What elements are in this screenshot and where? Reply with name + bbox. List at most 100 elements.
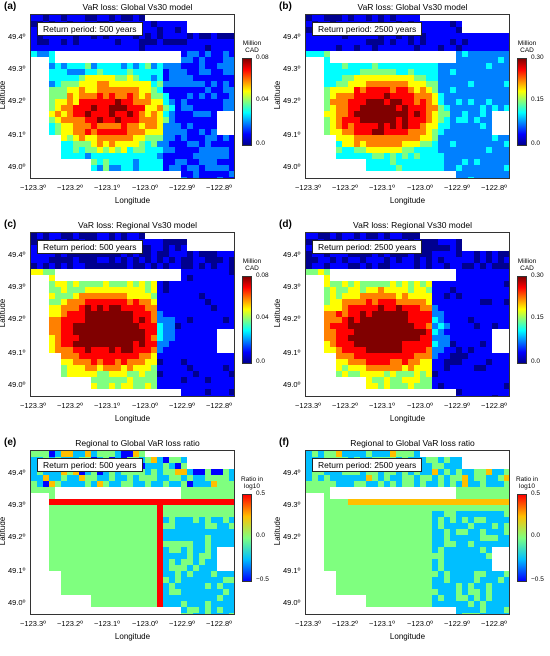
map-cell: [73, 511, 79, 517]
map-cell: [462, 299, 468, 305]
map-cell: [211, 147, 217, 153]
map-cell: [486, 69, 492, 75]
map-cell: [360, 335, 366, 341]
map-cell: [55, 517, 61, 523]
map-cell: [456, 347, 462, 353]
map-cell: [223, 571, 229, 577]
map-cell: [342, 111, 348, 117]
x-tick-label: −123.2º: [332, 401, 358, 410]
map-cell: [223, 153, 229, 159]
map-cell: [139, 535, 145, 541]
map-cell: [181, 275, 187, 281]
map-cell: [354, 359, 360, 365]
map-cell: [61, 529, 67, 535]
map-cell: [175, 293, 181, 299]
map-cell: [85, 45, 91, 51]
map-cell: [342, 559, 348, 565]
map-cell: [73, 251, 79, 257]
map-cell: [408, 323, 414, 329]
map-cell: [324, 335, 330, 341]
map-cell: [306, 257, 312, 263]
y-axis-label: Latitude: [273, 298, 282, 328]
map-cell: [43, 263, 49, 269]
map-cell: [396, 105, 402, 111]
map-cell: [193, 81, 199, 87]
map-cell: [205, 535, 211, 541]
map-cell: [390, 81, 396, 87]
map-cell: [229, 299, 234, 305]
map-cell: [360, 553, 366, 559]
map-cell: [468, 607, 474, 613]
map-cell: [444, 335, 450, 341]
map-cell: [468, 263, 474, 269]
map-cell: [450, 365, 456, 371]
map-cell: [414, 535, 420, 541]
map-cell: [384, 559, 390, 565]
map-cell: [378, 159, 384, 165]
map-cell: [384, 535, 390, 541]
map-cell: [504, 105, 509, 111]
map-cell: [127, 99, 133, 105]
map-cell: [456, 341, 462, 347]
map-cell: [211, 523, 217, 529]
map-cell: [211, 571, 217, 577]
map-cell: [187, 111, 193, 117]
map-cell: [121, 263, 127, 269]
map-cell: [217, 505, 223, 511]
map-cell: [456, 245, 462, 251]
map-cell: [121, 451, 127, 457]
map-cell: [348, 523, 354, 529]
map-cell: [217, 269, 223, 275]
map-cell: [450, 553, 456, 559]
map-cell: [330, 33, 336, 39]
map-cell: [474, 81, 480, 87]
map-cell: [127, 505, 133, 511]
map-cell: [324, 111, 330, 117]
map-cell: [432, 329, 438, 335]
map-cell: [306, 21, 312, 27]
map-cell: [175, 153, 181, 159]
map-cell: [115, 371, 121, 377]
map-cell: [432, 457, 438, 463]
map-cell: [229, 251, 234, 257]
map-cell: [480, 305, 486, 311]
map-cell: [55, 123, 61, 129]
map-cell: [348, 39, 354, 45]
map-cell: [115, 517, 121, 523]
map-cell: [498, 87, 504, 93]
map-cell: [79, 565, 85, 571]
map-cell: [408, 353, 414, 359]
map-cell: [55, 63, 61, 69]
map-cell: [390, 329, 396, 335]
map-cell: [199, 577, 205, 583]
colorbar-title-line: Ratio in: [240, 476, 264, 483]
map-cell: [157, 33, 163, 39]
map-cell: [205, 165, 211, 171]
map-cell: [504, 63, 509, 69]
map-cell: [133, 571, 139, 577]
map-cell: [408, 45, 414, 51]
map-cell: [474, 535, 480, 541]
map-cell: [486, 511, 492, 517]
map-cell: [432, 475, 438, 481]
map-cell: [420, 305, 426, 311]
map-cell: [139, 511, 145, 517]
map-cell: [408, 129, 414, 135]
map-cell: [211, 269, 217, 275]
map-cell: [420, 105, 426, 111]
map-cell: [342, 305, 348, 311]
map-cell: [115, 287, 121, 293]
map-cell: [157, 27, 163, 33]
map-cell: [139, 589, 145, 595]
map-cell: [504, 353, 509, 359]
map-cell: [151, 165, 157, 171]
map-cell: [133, 81, 139, 87]
map-cell: [49, 93, 55, 99]
map-cell: [205, 541, 211, 547]
map-cell: [49, 15, 55, 21]
map-cell: [115, 511, 121, 517]
map-cell: [456, 93, 462, 99]
map-cell: [133, 601, 139, 607]
map-cell: [91, 565, 97, 571]
map-cell: [61, 129, 67, 135]
